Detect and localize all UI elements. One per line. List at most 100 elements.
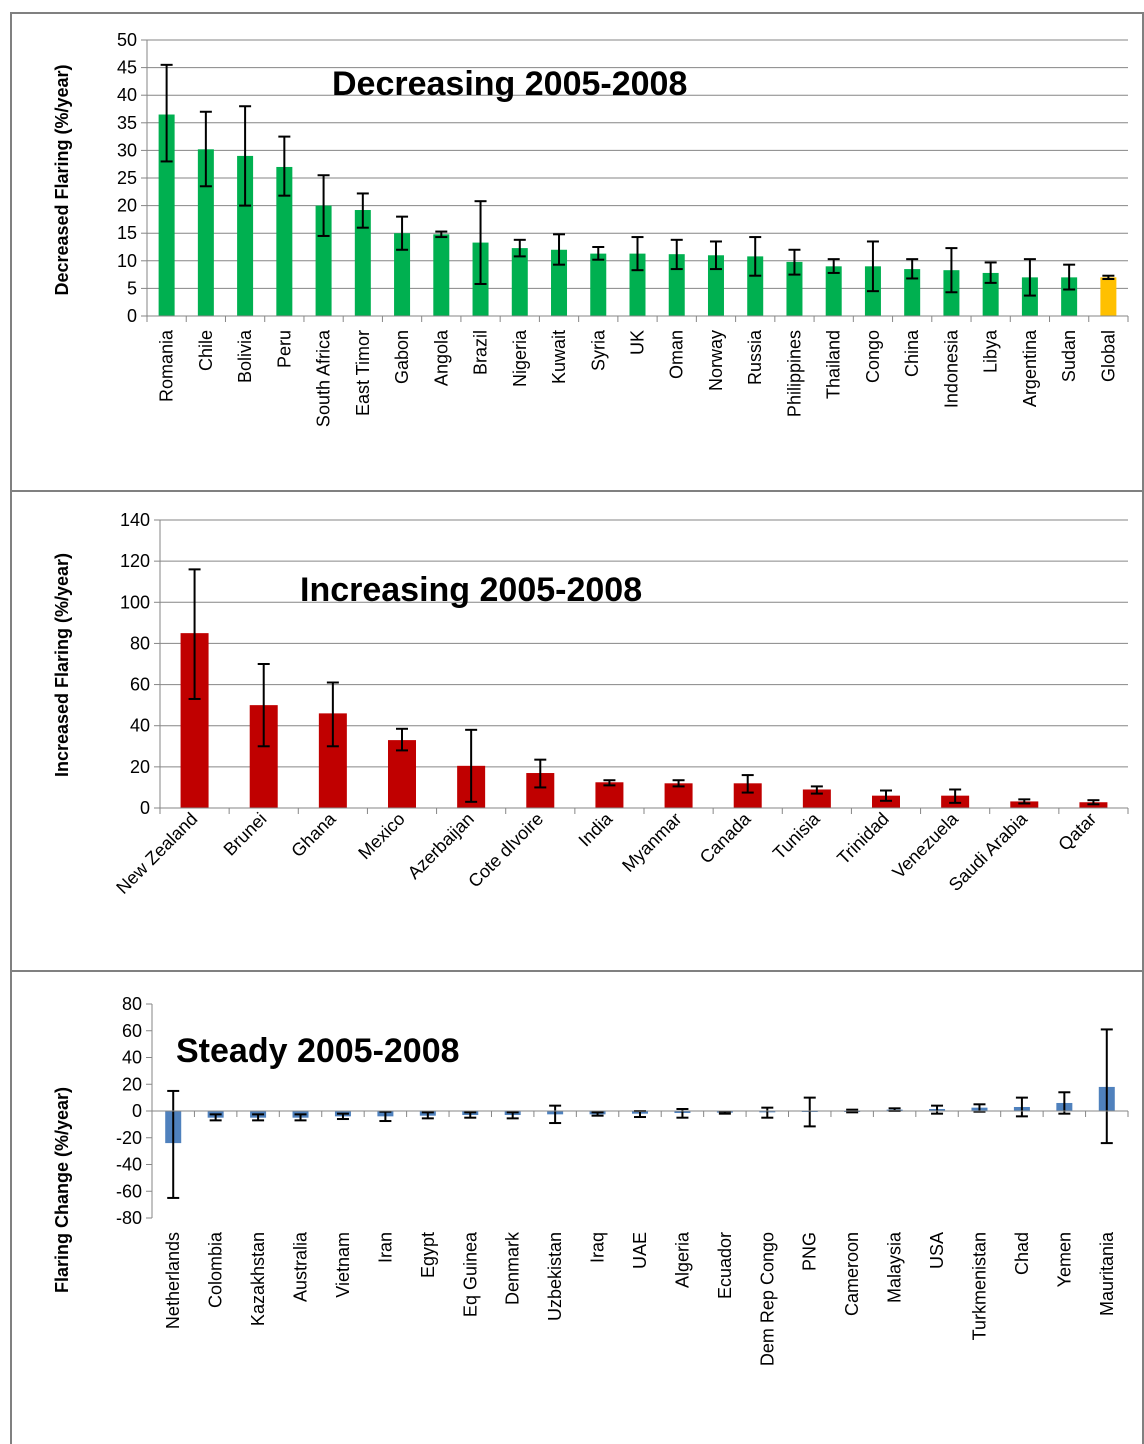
y-tick-label: -20 [116,1128,142,1148]
error-bar [160,63,173,163]
error-bar [672,779,685,788]
bar-sudan [1061,277,1078,316]
x-tick-label: Netherlands [163,1232,183,1329]
x-tick-label: Peru [274,330,294,368]
y-tick-label: 0 [140,798,150,818]
bar-thailand [825,266,842,316]
error-bar [827,258,840,274]
error-bar [749,236,762,277]
bar-china [904,269,921,316]
error-bar [931,1104,944,1115]
x-tick-label: PNG [800,1232,820,1271]
chart-title-increasing: Increasing 2005-2008 [300,571,642,609]
error-bar [741,774,754,794]
error-bar [880,789,892,802]
error-bar [949,788,962,804]
error-bar [421,1111,434,1120]
x-tick-label: Indonesia [941,329,961,408]
error-bar [1023,258,1036,297]
x-tick-label: Azerbaijan [404,809,478,883]
error-bar [465,728,478,803]
x-tick-label: Yemen [1054,1232,1074,1287]
y-tick-label: 120 [120,551,150,571]
error-bar [257,663,270,748]
error-bar [973,1103,986,1113]
x-tick-label: Argentina [1020,329,1040,407]
x-tick-label: Myanmar [618,809,685,876]
y-tick-label: 10 [117,251,137,271]
error-bar [866,240,879,293]
error-bar [379,1110,392,1123]
bar-trinidad [872,795,900,808]
error-bar [435,230,448,239]
x-tick-label: Malaysia [885,1231,905,1303]
error-bar [534,758,547,789]
bar-south-africa [315,205,332,316]
bar-norway [707,255,724,316]
steady-panel [10,970,1144,1444]
x-tick-label: Iran [375,1232,395,1263]
y-tick-label: 40 [130,716,150,736]
y-tick-label: 80 [122,994,142,1014]
bar-saudi-arabia [1010,801,1039,808]
y-tick-label: -80 [116,1208,142,1228]
chart-steady: -80 -60 -40 -20 0 20 40 60 80 Netherlands Colombia… [52,994,1129,1366]
error-bar [1018,798,1031,805]
x-tick-label: Venezuela [888,808,962,882]
y-tick-label: 20 [122,1074,142,1094]
error-bar [591,1111,604,1117]
error-bar [803,1096,816,1128]
bar-peru [276,166,293,316]
error-bar [506,1111,519,1120]
y-tick-label: 25 [117,168,137,188]
x-tick-label: USA [927,1232,947,1269]
y-tick-label: 80 [130,633,150,653]
bar-angola [433,234,450,316]
bar-mexico [388,740,416,808]
x-tick-label: Congo [863,330,883,383]
x-tick-label: Mauritania [1097,1231,1117,1316]
x-tick-label: Turkmenistan [969,1232,989,1340]
y-tick-label: 45 [117,58,137,78]
y-tick-label: 35 [117,113,137,133]
y-tick-label: 40 [117,85,137,105]
x-tick-label: UK [628,330,648,355]
bar-argentina [1021,277,1038,316]
bar-india [595,782,624,808]
bar-chile [197,149,214,316]
x-tick-label: Denmark [503,1231,523,1305]
error-bar [634,1110,646,1119]
x-tick-label: Uzbekistan [545,1232,565,1321]
error-bar [396,215,409,251]
x-tick-label: Syria [588,329,608,371]
error-bar [326,681,339,748]
x-tick-label: Global [1098,330,1118,382]
error-bar [718,1110,731,1115]
error-bar [199,110,212,188]
y-tick-label: 40 [122,1048,142,1068]
error-bar [474,200,487,285]
y-axis-label-steady: Flaring Change (%/year) [52,1087,72,1293]
error-bar [1063,263,1076,291]
x-tick-label: Canada [696,808,755,867]
x-tick-label: Angola [431,329,451,386]
x-tick-label: Chile [196,330,216,371]
error-bar [167,1089,180,1199]
x-tick-label: Tunisia [769,808,824,863]
error-bar [603,779,616,787]
x-tick-label: East Timor [353,330,373,416]
x-tick-label: Russia [745,329,765,385]
x-tick-label: India [575,808,617,850]
x-tick-label: Norway [706,330,726,391]
x-tick-label: UAE [630,1232,650,1269]
error-bar [317,174,330,237]
error-bar [631,236,644,272]
bar-global [1100,277,1117,316]
error-bar [810,785,823,795]
y-tick-label: 0 [132,1101,142,1121]
bar-east-timor [354,210,371,316]
error-bar [356,192,369,229]
y-tick-label: 60 [130,675,150,695]
y-tick-label: 100 [120,592,150,612]
